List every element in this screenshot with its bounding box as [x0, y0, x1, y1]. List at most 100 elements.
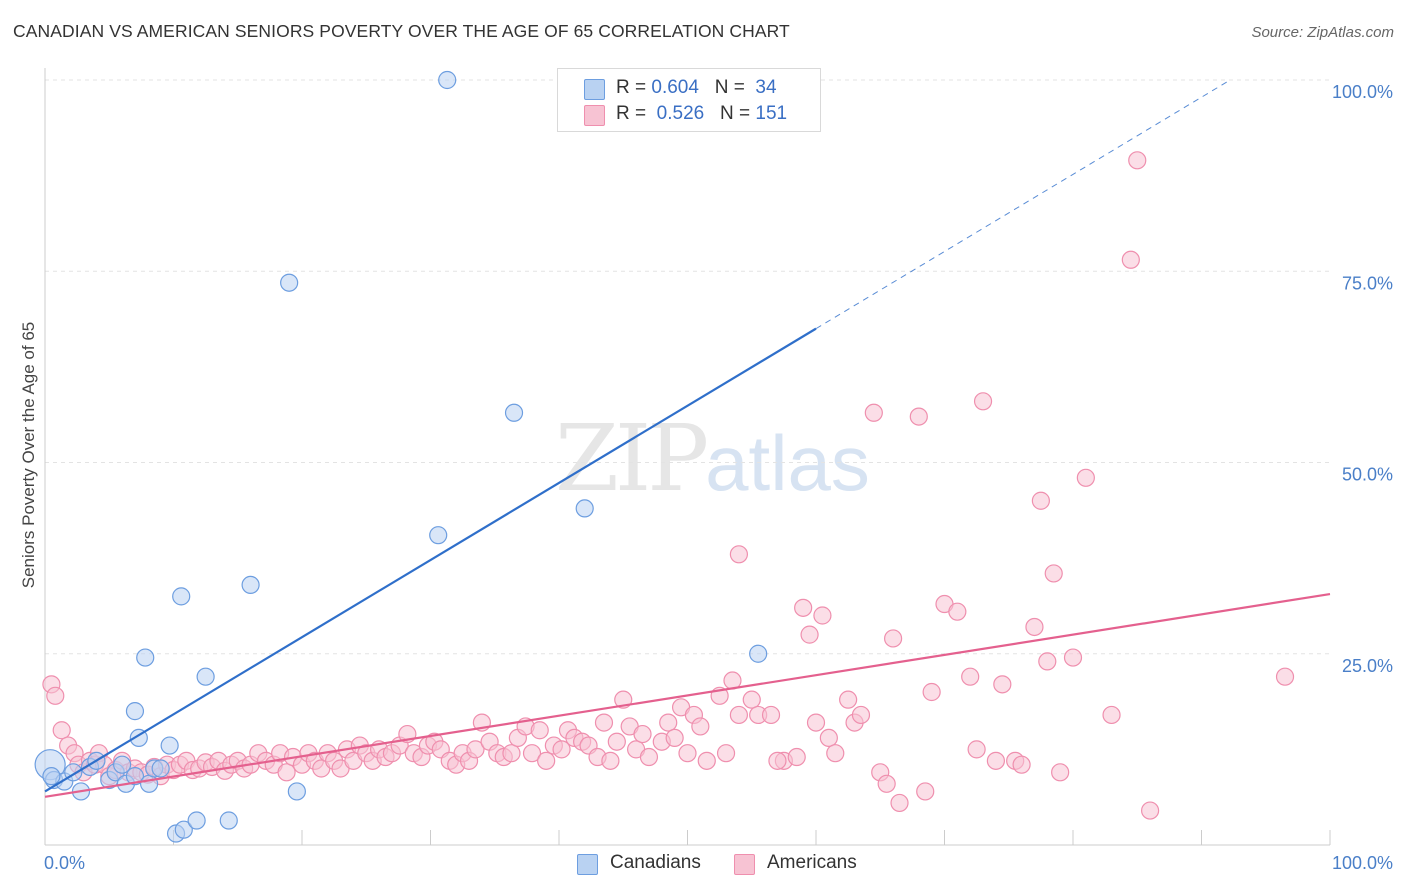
canadians-point — [429, 526, 448, 545]
americans-point — [768, 751, 787, 770]
canadians-point — [136, 648, 155, 667]
americans-point — [794, 598, 813, 617]
americans-point — [800, 625, 819, 644]
americans-trend-line — [44, 592, 1331, 798]
legend-r-value: 0.604 — [651, 77, 699, 98]
americans-point — [665, 728, 684, 748]
americans-legend-swatch — [734, 854, 755, 875]
americans-point — [1025, 617, 1044, 637]
americans-point — [716, 744, 736, 763]
americans-point — [522, 744, 542, 763]
americans-point — [973, 392, 993, 411]
canadians-point — [219, 811, 238, 830]
americans-point — [1051, 763, 1070, 782]
canadians-point — [174, 820, 193, 839]
americans-point — [742, 690, 761, 709]
legend-r-label: R = — [616, 77, 652, 98]
canadians-point — [280, 273, 299, 292]
canadians-trend-extension — [815, 79, 1231, 330]
americans-point — [502, 744, 521, 763]
canadians-point — [42, 767, 61, 786]
source-label: Source: ZipAtlas.com — [1251, 24, 1394, 41]
legend-n-value: 151 — [755, 103, 788, 124]
americans-point — [1128, 151, 1147, 170]
americans-point — [806, 713, 826, 732]
tick-labels: 100.0% 75.0% 50.0% 25.0% 0.0% 100.0% — [44, 82, 1393, 873]
americans-point — [729, 705, 749, 725]
americans-point — [678, 744, 697, 763]
canadians-point — [287, 782, 306, 801]
americans-point — [851, 705, 871, 725]
chart-title: CANADIAN VS AMERICAN SENIORS POVERTY OVE… — [13, 21, 790, 41]
americans-point — [916, 782, 935, 801]
axes — [44, 68, 1331, 846]
americans-point — [594, 713, 614, 732]
canadians-point — [125, 767, 145, 786]
canadians-point — [151, 759, 170, 778]
americans-point — [466, 740, 485, 759]
legend-n-label: N = — [720, 103, 756, 124]
x-tick-label: 100.0% — [1332, 853, 1393, 873]
americans-point — [1140, 801, 1160, 820]
y-tick-label: 50.0% — [1342, 465, 1393, 485]
americans-point — [601, 751, 620, 770]
americans-point — [967, 740, 986, 759]
americans-point — [922, 682, 941, 702]
americans-point — [607, 732, 626, 751]
canadians-point — [160, 736, 179, 755]
americans-point — [787, 747, 806, 767]
legend-n-value: 34 — [755, 77, 777, 98]
canadians-point — [749, 644, 768, 663]
americans-point — [1044, 564, 1063, 583]
americans-point — [909, 407, 928, 426]
americans-point — [277, 763, 296, 782]
americans-point — [961, 667, 980, 686]
canadians-point — [241, 575, 260, 595]
americans-point — [530, 721, 549, 740]
canadians-point — [187, 811, 206, 830]
americans-swatch — [584, 105, 605, 126]
americans-point — [839, 690, 858, 709]
americans-point — [1102, 705, 1121, 725]
americans-point — [729, 545, 749, 564]
americans-point — [819, 728, 838, 748]
americans-point — [691, 717, 710, 736]
watermark-zip: ZIP — [555, 405, 709, 512]
x-tick-label: 0.0% — [44, 853, 85, 873]
americans-point — [1121, 250, 1140, 269]
canadians-legend-label: Canadians — [610, 852, 701, 873]
americans-point — [1031, 491, 1050, 510]
canadians-legend-swatch — [577, 854, 598, 875]
americans-point — [46, 686, 65, 705]
americans-points — [42, 151, 1295, 820]
americans-point — [1038, 652, 1057, 671]
americans-point — [813, 606, 832, 625]
canadians-points — [34, 70, 768, 843]
americans-point — [826, 744, 845, 763]
y-tick-label: 75.0% — [1342, 273, 1393, 293]
canadians-point — [438, 70, 457, 90]
watermark-atlas: atlas — [705, 419, 870, 507]
canadians-swatch — [584, 79, 605, 100]
trend-lines — [44, 79, 1331, 798]
americans-point — [697, 751, 716, 770]
watermark: ZIPatlas — [555, 405, 870, 512]
canadians-point — [112, 755, 132, 774]
americans-point — [948, 602, 967, 621]
americans-point — [890, 793, 909, 813]
americans-point — [1275, 667, 1295, 686]
americans-point — [883, 629, 903, 648]
correlation-legend: R = 0.604 N = 34 R = 0.526 N = 151 — [557, 68, 821, 132]
americans-point — [986, 751, 1006, 770]
americans-point — [1063, 648, 1083, 667]
americans-point — [552, 740, 571, 759]
canadians-point — [575, 499, 594, 518]
americans-point — [1076, 468, 1095, 487]
americans-point — [659, 713, 678, 732]
americans-point — [761, 705, 781, 725]
americans-point — [633, 724, 652, 744]
canadians-point — [504, 403, 524, 422]
legend-n-label: N = — [714, 77, 751, 98]
americans-point — [537, 751, 556, 770]
